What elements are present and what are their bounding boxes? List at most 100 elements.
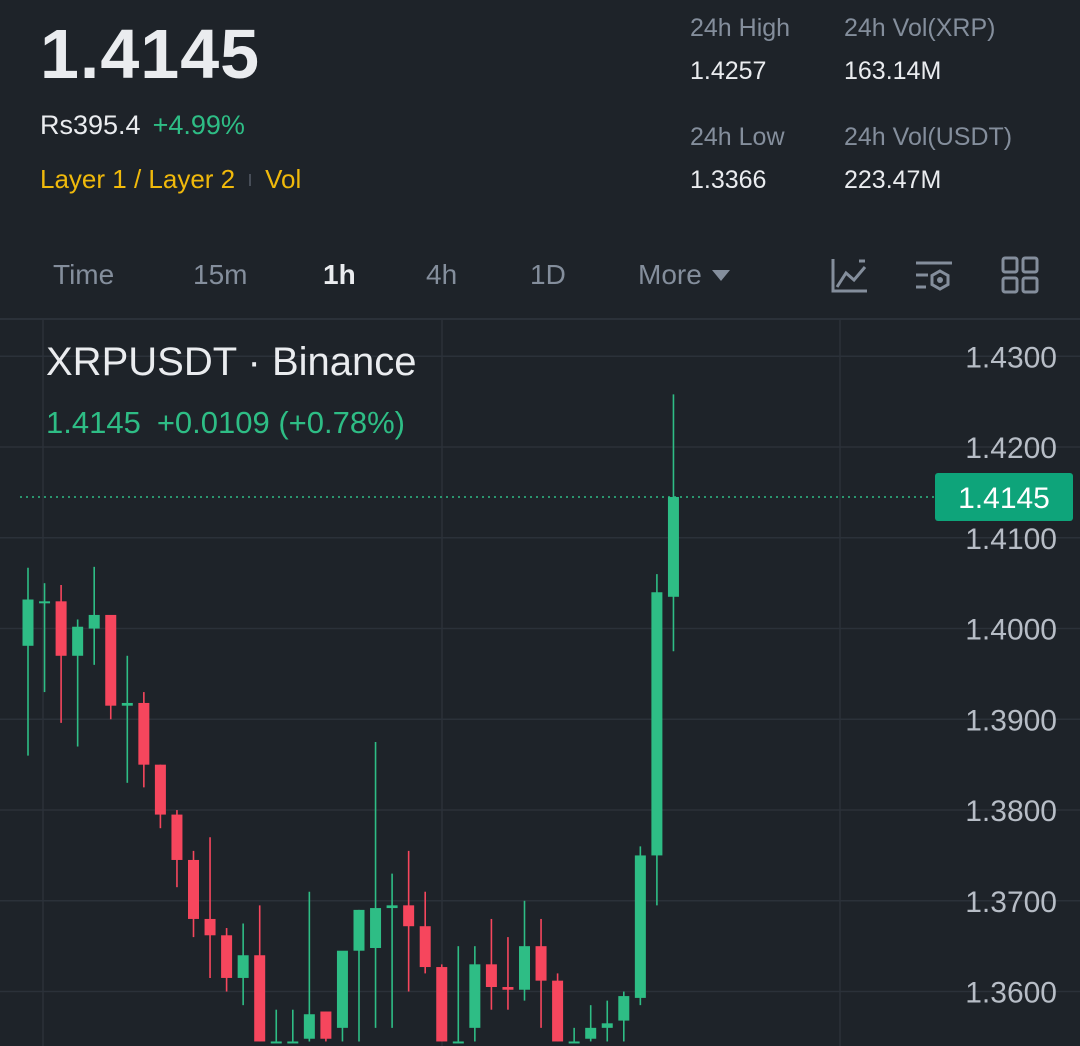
- candle-body: [105, 614, 117, 706]
- candle: [303, 891, 315, 1042]
- candle-body: [320, 1011, 332, 1039]
- y-tick-label: 1.3700: [965, 886, 1057, 919]
- stat-value: 163.14M: [844, 57, 942, 85]
- y-tick-label: 1.3900: [965, 704, 1057, 737]
- caret-down-icon: [711, 269, 730, 281]
- candle: [469, 946, 481, 1042]
- candle-body: [204, 918, 216, 936]
- stat-24h-high: 24h High 1.4257: [690, 14, 790, 86]
- y-tick-label: 1.4300: [965, 341, 1057, 374]
- candle-body: [237, 955, 249, 978]
- price-sub-row: Rs395.4 +4.99%: [40, 110, 245, 141]
- candle-body: [55, 601, 67, 656]
- candle: [287, 1009, 299, 1044]
- y-tick-label: 1.3600: [965, 977, 1057, 1010]
- candle-body: [39, 601, 51, 604]
- indicator-icon[interactable]: [829, 255, 869, 295]
- candle: [55, 584, 67, 723]
- legend-change: +0.0109 (+0.78%): [156, 405, 406, 440]
- change-percent: +4.99%: [152, 110, 245, 140]
- y-tick-label: 1.4200: [965, 432, 1057, 465]
- candle-body: [419, 926, 431, 968]
- candle-body: [22, 599, 34, 646]
- candle: [270, 1009, 282, 1044]
- candle: [353, 909, 365, 1042]
- candle-body: [651, 592, 663, 856]
- candle: [188, 850, 199, 938]
- candle-body: [502, 987, 514, 990]
- stat-label: 24h High: [690, 14, 791, 42]
- candle-body: [535, 946, 547, 981]
- last-price: 1.4145: [40, 15, 261, 93]
- candle-body: [303, 1014, 315, 1039]
- candle: [221, 928, 233, 992]
- candle-body: [585, 1027, 597, 1039]
- candle: [39, 583, 51, 693]
- interval-time[interactable]: Time: [53, 259, 115, 290]
- interval-15m[interactable]: 15m: [193, 259, 248, 290]
- stat-value: 223.47M: [844, 166, 942, 194]
- candle: [502, 937, 514, 1010]
- chart-symbol-title: XRPUSDT · Binance: [46, 340, 417, 384]
- candle: [634, 846, 646, 1006]
- interval-1d[interactable]: 1D: [530, 259, 566, 290]
- candle-body: [519, 946, 530, 990]
- interval-more-label: More: [638, 259, 702, 290]
- candle: [370, 741, 382, 1028]
- candle-body: [188, 859, 199, 919]
- stat-24h-low: 24h Low 1.3366: [690, 123, 785, 195]
- chart-legend: 1.4145 +0.0109 (+0.78%): [46, 405, 405, 441]
- candle-body: [452, 1041, 464, 1044]
- candle: [204, 837, 216, 978]
- current-price-label: 1.4145: [958, 482, 1050, 515]
- current-price-tag: 1.4145: [935, 472, 1073, 521]
- candle: [519, 900, 530, 1001]
- candle: [254, 905, 266, 1042]
- candle: [171, 810, 183, 888]
- y-tick-label: 1.3800: [965, 795, 1057, 828]
- candle: [535, 918, 547, 1028]
- layout-grid-icon[interactable]: [1000, 255, 1040, 295]
- chart-settings-icon[interactable]: [914, 255, 954, 295]
- stat-24h-vol-xrp: 24h Vol(XRP) 163.14M: [844, 14, 995, 86]
- candle: [320, 1011, 332, 1042]
- fiat-price: Rs395.4: [40, 110, 141, 140]
- candle-body: [667, 496, 679, 597]
- tag-layer[interactable]: Layer 1 / Layer 2: [40, 164, 236, 194]
- candle-body: [254, 955, 266, 1042]
- header-divider: [0, 318, 1080, 320]
- candle: [452, 946, 464, 1044]
- candle: [651, 574, 663, 906]
- candle-body: [171, 814, 183, 860]
- stat-label: 24h Vol(USDT): [844, 123, 1013, 151]
- tag-divider: [249, 173, 252, 186]
- candle-body: [403, 905, 415, 927]
- candle-body: [568, 1041, 580, 1044]
- candle: [601, 1000, 613, 1042]
- interval-1h[interactable]: 1h: [323, 259, 356, 290]
- tag-vol[interactable]: Vol: [265, 164, 302, 194]
- interval-more[interactable]: More: [638, 259, 730, 291]
- candle: [585, 1005, 597, 1042]
- interval-bar: Time 15m 1h 4h 1D More: [0, 245, 1080, 311]
- legend-last-price: 1.4145: [46, 405, 141, 440]
- candle-body: [154, 764, 166, 815]
- stat-value: 1.4257: [690, 57, 767, 85]
- candle: [105, 614, 117, 720]
- candle-body: [485, 964, 497, 988]
- candle-body: [72, 626, 84, 656]
- candle: [88, 566, 100, 665]
- candle: [138, 692, 150, 788]
- candle-body: [469, 964, 481, 1028]
- candlestick-chart[interactable]: 1.4300 1.4200 1.4100 1.4000 1.3900 1.3800 1.37…: [0, 320, 1080, 1046]
- y-tick-label: 1.4000: [965, 614, 1057, 647]
- candle: [618, 991, 630, 1042]
- candle-body: [601, 1023, 613, 1028]
- candle: [419, 891, 431, 974]
- candle-body: [353, 909, 365, 951]
- candle: [72, 619, 84, 747]
- candle-body: [552, 980, 564, 1042]
- interval-4h[interactable]: 4h: [426, 259, 458, 290]
- candle-body: [386, 905, 398, 909]
